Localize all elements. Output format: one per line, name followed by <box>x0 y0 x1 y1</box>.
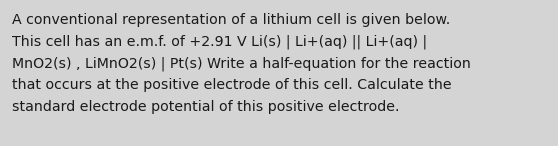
Text: standard electrode potential of this positive electrode.: standard electrode potential of this pos… <box>12 100 400 114</box>
Text: MnO2(s) , LiMnO2(s) | Pt(s) Write a half-equation for the reaction: MnO2(s) , LiMnO2(s) | Pt(s) Write a half… <box>12 57 471 71</box>
Text: A conventional representation of a lithium cell is given below.: A conventional representation of a lithi… <box>12 13 450 27</box>
Text: that occurs at the positive electrode of this cell. Calculate the: that occurs at the positive electrode of… <box>12 78 451 92</box>
Text: This cell has an e.m.f. of +2.91 V Li(s) | Li+(aq) || Li+(aq) |: This cell has an e.m.f. of +2.91 V Li(s)… <box>12 35 427 49</box>
